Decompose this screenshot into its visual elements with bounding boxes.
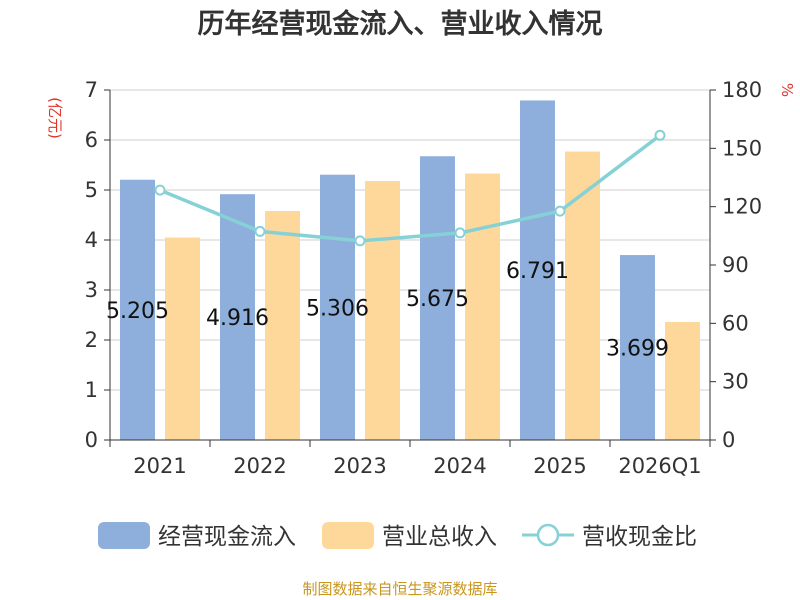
bar-revenue bbox=[565, 151, 600, 440]
left-tick-label: 0 bbox=[85, 428, 98, 452]
x-tick-label: 2022 bbox=[233, 454, 286, 478]
ratio-point bbox=[154, 184, 166, 196]
ratio-point bbox=[654, 129, 666, 141]
ratio-point bbox=[554, 205, 566, 217]
ratio-point bbox=[254, 225, 266, 237]
left-tick-label: 1 bbox=[85, 378, 98, 402]
left-tick-label: 2 bbox=[85, 328, 98, 352]
right-tick-label: 120 bbox=[722, 195, 762, 219]
bars bbox=[120, 100, 700, 440]
right-tick-label: 30 bbox=[722, 370, 749, 394]
ratio-line bbox=[159, 133, 662, 243]
ratio-point bbox=[454, 227, 466, 239]
legend-label-cash-inflow: 经营现金流入 bbox=[158, 524, 296, 550]
left-tick-label: 3 bbox=[85, 278, 98, 302]
data-label-cash-inflow: 5.306 bbox=[306, 296, 369, 321]
bar-revenue bbox=[665, 322, 700, 440]
bar-cash-inflow bbox=[320, 174, 355, 440]
ratio-line-series bbox=[154, 129, 666, 247]
source-note: 制图数据来自恒生聚源数据库 bbox=[302, 580, 497, 598]
grid-lines bbox=[110, 89, 710, 391]
axes: 0 1 2 3 4 5 6 7 0 30 60 90 120 150 180 2021 2022 2023 2024… bbox=[85, 78, 762, 478]
legend[interactable]: 经营现金流入 营业总收入 营收现金比 bbox=[98, 522, 697, 550]
right-tick-label: 0 bbox=[722, 428, 735, 452]
legend-label-ratio: 营收现金比 bbox=[582, 524, 697, 550]
left-tick-label: 7 bbox=[85, 78, 98, 102]
bar-revenue bbox=[165, 237, 200, 440]
right-tick-label: 90 bbox=[722, 253, 749, 277]
data-label-cash-inflow: 3.699 bbox=[606, 337, 669, 362]
bar-revenue bbox=[465, 173, 500, 440]
data-label-cash-inflow: 5.675 bbox=[406, 287, 469, 312]
x-tick-label: 2026Q1 bbox=[618, 454, 701, 478]
bar-cash-inflow bbox=[620, 255, 655, 440]
x-tick-label: 2024 bbox=[433, 454, 486, 478]
left-tick-label: 6 bbox=[85, 128, 98, 152]
ratio-point bbox=[354, 235, 366, 247]
data-label-cash-inflow: 6.791 bbox=[506, 259, 569, 284]
right-tick-label: 150 bbox=[722, 136, 762, 160]
chart-title: 历年经营现金流入、营业收入情况 bbox=[198, 8, 603, 40]
legend-swatch-cash-inflow bbox=[98, 522, 150, 549]
legend-swatch-revenue bbox=[322, 522, 374, 549]
data-label-cash-inflow: 5.205 bbox=[106, 299, 169, 324]
x-tick-label: 2025 bbox=[533, 454, 586, 478]
data-label-cash-inflow: 4.916 bbox=[206, 306, 269, 331]
right-axis-unit: % bbox=[778, 83, 796, 97]
x-tick-label: 2023 bbox=[333, 454, 386, 478]
bar-revenue bbox=[265, 211, 300, 440]
bar-revenue bbox=[365, 181, 400, 440]
right-tick-label: 60 bbox=[722, 311, 749, 335]
bar-cash-inflow bbox=[220, 194, 255, 440]
x-tick-label: 2021 bbox=[133, 454, 186, 478]
legend-label-revenue: 营业总收入 bbox=[382, 524, 497, 550]
right-tick-label: 180 bbox=[722, 78, 762, 102]
data-labels: 5.205 4.916 5.306 5.675 6.791 3.699 bbox=[106, 259, 669, 361]
left-axis-unit: (亿元) bbox=[46, 97, 64, 139]
bar-cash-inflow bbox=[120, 179, 155, 440]
legend-marker-ratio bbox=[536, 523, 560, 547]
left-tick-label: 4 bbox=[85, 228, 98, 252]
left-tick-label: 5 bbox=[85, 178, 98, 202]
bar-cash-inflow bbox=[420, 156, 455, 440]
bar-cash-inflow bbox=[520, 100, 555, 440]
